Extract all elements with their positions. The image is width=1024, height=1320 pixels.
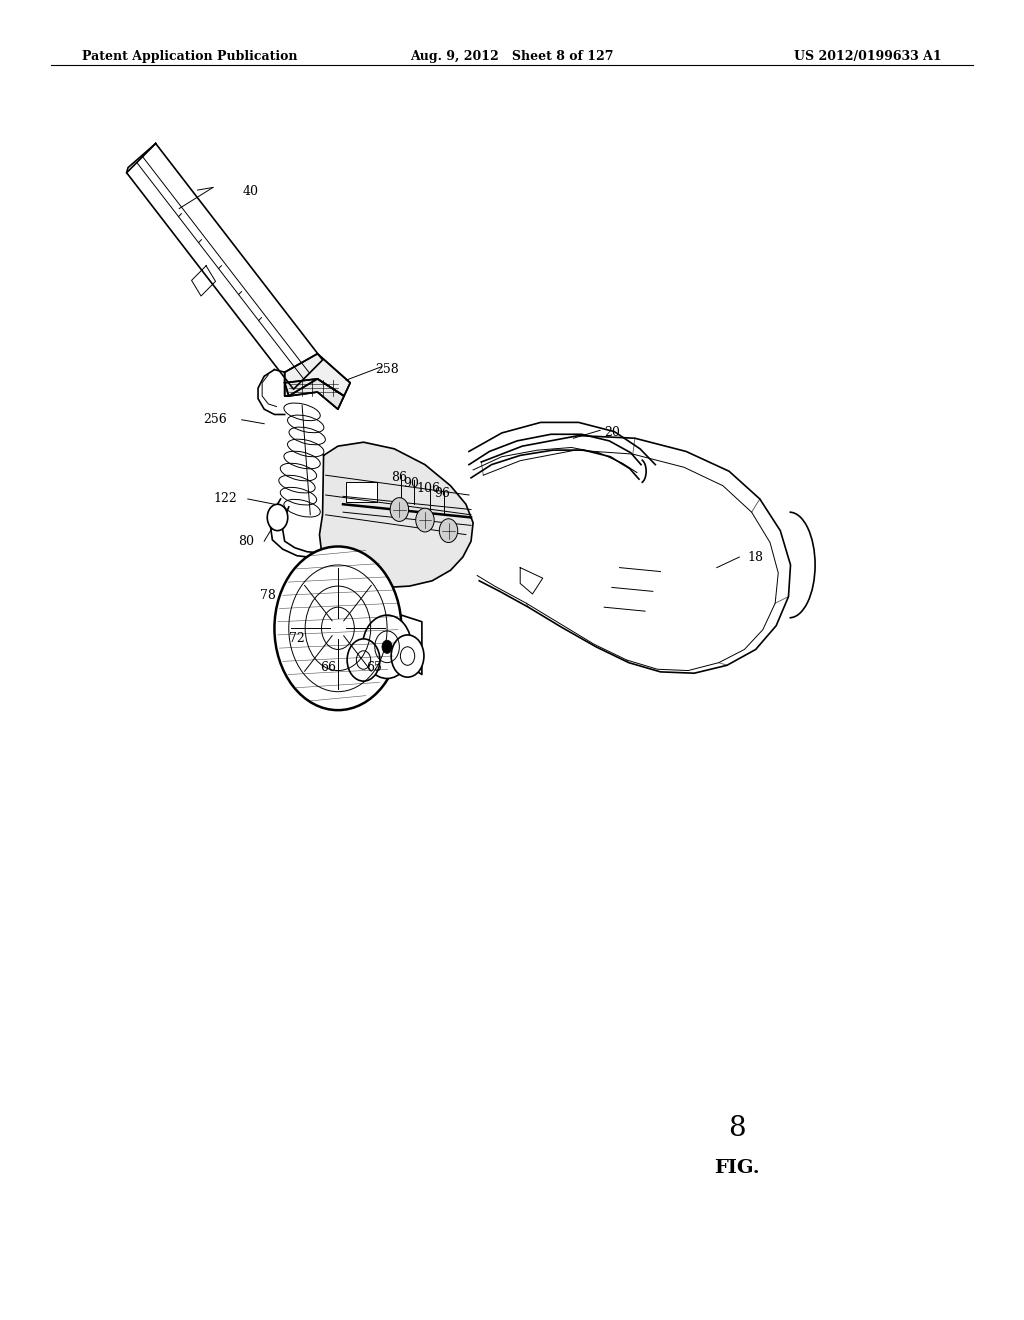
Circle shape — [390, 498, 409, 521]
Text: 86: 86 — [391, 471, 408, 484]
Circle shape — [347, 639, 380, 681]
Polygon shape — [319, 442, 473, 587]
Circle shape — [391, 635, 424, 677]
Text: Patent Application Publication: Patent Application Publication — [82, 50, 297, 63]
Text: 72: 72 — [289, 632, 305, 645]
Text: 18: 18 — [748, 550, 764, 564]
Text: 8: 8 — [728, 1115, 746, 1142]
FancyBboxPatch shape — [346, 482, 377, 502]
Text: 66: 66 — [319, 661, 336, 675]
Circle shape — [267, 504, 288, 531]
Polygon shape — [285, 354, 350, 396]
Text: 20: 20 — [604, 426, 621, 440]
Text: US 2012/0199633 A1: US 2012/0199633 A1 — [795, 50, 942, 63]
Circle shape — [439, 519, 458, 543]
Polygon shape — [285, 379, 344, 409]
Text: 80: 80 — [238, 535, 254, 548]
Text: 258: 258 — [375, 363, 399, 376]
Circle shape — [416, 508, 434, 532]
Text: 256: 256 — [203, 413, 227, 426]
Text: Aug. 9, 2012   Sheet 8 of 127: Aug. 9, 2012 Sheet 8 of 127 — [411, 50, 613, 63]
Text: 65: 65 — [366, 661, 382, 675]
Text: 96: 96 — [434, 487, 451, 500]
Text: 90: 90 — [403, 477, 420, 490]
Circle shape — [274, 546, 401, 710]
Circle shape — [382, 640, 392, 653]
Text: 40: 40 — [243, 185, 259, 198]
Text: 106: 106 — [416, 482, 440, 495]
Text: 122: 122 — [213, 492, 238, 506]
Circle shape — [362, 615, 412, 678]
Text: 78: 78 — [260, 589, 276, 602]
Text: FIG.: FIG. — [715, 1159, 760, 1177]
